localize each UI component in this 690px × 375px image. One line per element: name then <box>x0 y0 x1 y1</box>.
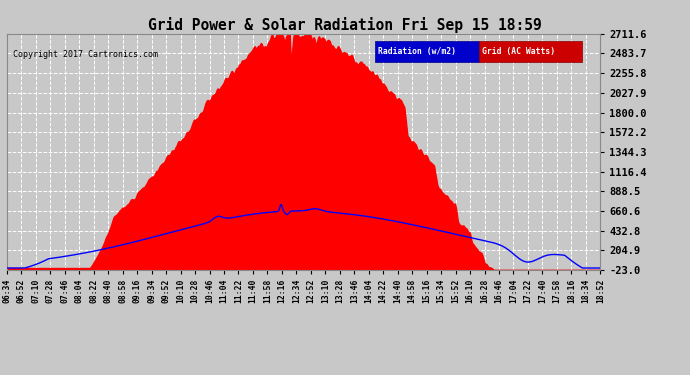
FancyBboxPatch shape <box>479 41 582 62</box>
Text: Grid (AC Watts): Grid (AC Watts) <box>482 47 555 56</box>
FancyBboxPatch shape <box>375 41 479 62</box>
Text: Radiation (w/m2): Radiation (w/m2) <box>378 47 456 56</box>
Text: Grid Power & Solar Radiation Fri Sep 15 18:59: Grid Power & Solar Radiation Fri Sep 15 … <box>148 17 542 33</box>
Text: Copyright 2017 Cartronics.com: Copyright 2017 Cartronics.com <box>13 50 158 59</box>
